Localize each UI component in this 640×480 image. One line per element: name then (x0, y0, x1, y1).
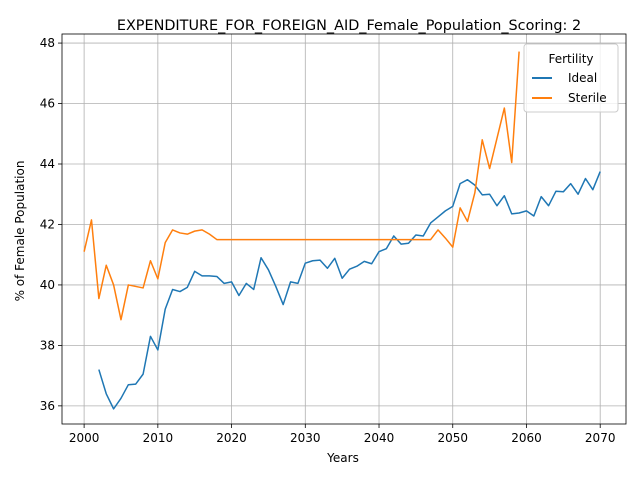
x-tick-label: 2020 (216, 431, 247, 445)
legend-title: Fertility (548, 52, 593, 66)
chart-title: EXPENDITURE_FOR_FOREIGN_AID_Female_Popul… (117, 18, 581, 34)
x-axis-label: Years (326, 451, 359, 465)
y-tick-label: 44 (40, 157, 55, 171)
x-tick-label: 2030 (290, 431, 321, 445)
y-tick-label: 36 (40, 399, 55, 413)
x-tick-label: 2050 (437, 431, 468, 445)
y-tick-label: 40 (40, 278, 55, 292)
y-tick-label: 42 (40, 217, 55, 231)
y-axis-label: % of Female Population (13, 161, 27, 302)
legend-label-sterile: Sterile (568, 91, 607, 105)
plot-frame (61, 33, 627, 425)
legend-box (523, 43, 619, 113)
y-tick-label: 48 (40, 36, 55, 50)
plot-series (83, 51, 601, 410)
x-tick-label: 2060 (511, 431, 542, 445)
legend: Fertility Ideal Sterile (523, 43, 619, 113)
x-tick-label: 2000 (69, 431, 100, 445)
series-line-ideal (98, 171, 601, 410)
series-line-sterile (83, 51, 520, 321)
x-tick-label: 2070 (585, 431, 616, 445)
y-tick-label: 38 (40, 338, 55, 352)
y-axis-ticks: 36 38 40 42 44 46 48 (40, 36, 62, 413)
legend-label-ideal: Ideal (568, 71, 597, 85)
y-tick-label: 46 (40, 97, 55, 111)
x-tick-label: 2040 (364, 431, 395, 445)
x-axis-ticks: 2000 2010 2020 2030 2040 2050 2060 2070 (69, 424, 616, 445)
x-tick-label: 2010 (143, 431, 174, 445)
